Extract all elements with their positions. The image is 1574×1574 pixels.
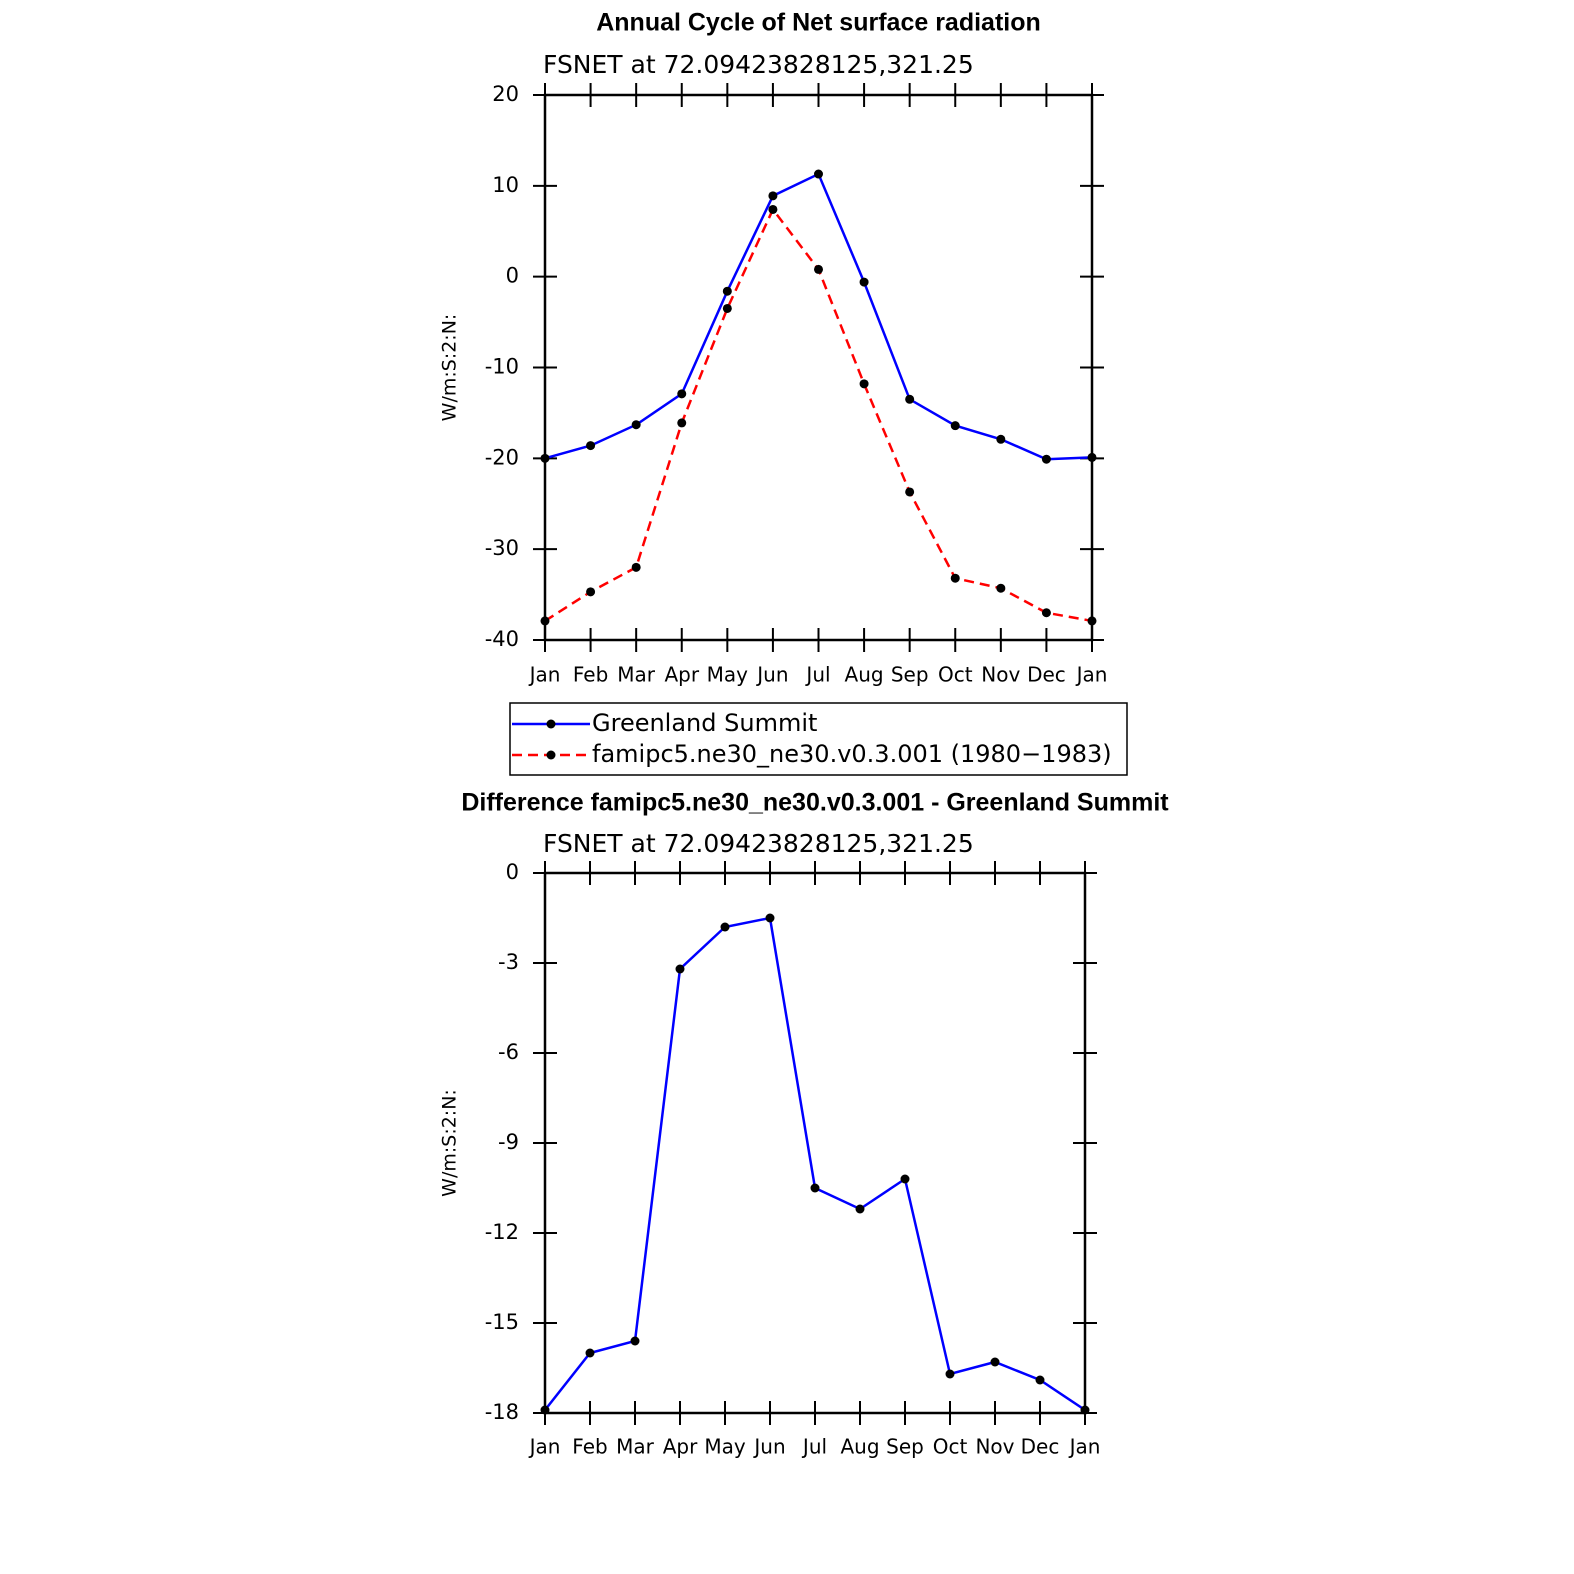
- data-point: [900, 1174, 910, 1184]
- x-tick-label: Dec: [1021, 1435, 1060, 1459]
- x-tick-label: Oct: [933, 1435, 968, 1459]
- x-tick-label: Oct: [938, 663, 973, 687]
- legend-label: famipc5.ne30_ne30.v0.3.001 (1980−1983): [592, 740, 1112, 768]
- series-line: [544, 916, 1086, 1412]
- y-tick-label: -18: [485, 1400, 519, 1424]
- y-tick-label: -10: [485, 355, 519, 379]
- y-axis-label: W/m:S:2:N:: [439, 314, 461, 422]
- x-tick-label: Jun: [752, 1435, 785, 1459]
- data-point: [996, 434, 1006, 444]
- data-point: [540, 616, 550, 626]
- y-axis-label: W/m:S:2:N:: [439, 1089, 461, 1197]
- y-tick-label: -40: [485, 627, 519, 651]
- data-point: [814, 264, 823, 274]
- x-tick-label: Aug: [845, 663, 884, 687]
- data-point: [996, 583, 1006, 593]
- x-tick-label: Jul: [804, 663, 830, 687]
- legend-marker: [546, 719, 556, 729]
- data-point: [814, 169, 823, 179]
- chart-subtitle: FSNET at 72.09423828125,321.25: [543, 50, 974, 79]
- data-point: [585, 1348, 595, 1358]
- x-tick-label: Mar: [617, 663, 656, 687]
- data-point: [1041, 454, 1051, 464]
- x-tick-label: Dec: [1027, 663, 1066, 687]
- legend-marker: [546, 750, 556, 760]
- data-point: [1087, 452, 1097, 462]
- chart-title: Annual Cycle of Net surface radiation: [596, 9, 1041, 37]
- plot-frame: [543, 93, 1094, 642]
- x-tick-label: Jun: [755, 663, 788, 687]
- data-point: [1041, 608, 1051, 618]
- x-tick-label: Jan: [1068, 1435, 1101, 1459]
- data-point: [768, 204, 778, 214]
- data-point: [905, 394, 915, 404]
- y-tick-label: 0: [506, 264, 519, 288]
- series-line: [544, 172, 1093, 461]
- chart-subtitle: FSNET at 72.09423828125,321.25: [543, 829, 974, 858]
- x-tick-label: May: [707, 663, 749, 687]
- data-point: [540, 453, 550, 463]
- x-tick-label: Mar: [616, 1435, 655, 1459]
- x-tick-label: Aug: [840, 1435, 879, 1459]
- y-tick-label: 10: [492, 173, 519, 197]
- x-tick-label: Apr: [664, 663, 699, 687]
- data-point: [630, 1336, 640, 1346]
- legend-label: Greenland Summit: [592, 709, 817, 737]
- data-point: [631, 562, 641, 572]
- data-point: [631, 420, 641, 430]
- x-tick-label: Jul: [801, 1435, 827, 1459]
- data-point: [677, 389, 687, 399]
- x-tick-label: Jan: [528, 1435, 561, 1459]
- data-point: [675, 964, 685, 974]
- y-tick-label: -3: [498, 950, 519, 974]
- data-point: [1087, 616, 1097, 626]
- data-point: [990, 1357, 1000, 1367]
- y-tick-label: 20: [492, 82, 519, 106]
- data-point: [950, 421, 960, 431]
- x-tick-label: Nov: [975, 1435, 1014, 1459]
- data-point: [810, 1183, 820, 1193]
- y-tick-label: -20: [485, 445, 519, 469]
- data-point: [855, 1204, 865, 1214]
- data-point: [722, 286, 732, 296]
- data-point: [945, 1369, 955, 1379]
- data-point: [905, 487, 915, 497]
- x-tick-label: Feb: [572, 1435, 607, 1459]
- x-tick-label: Sep: [886, 1435, 924, 1459]
- data-point: [859, 277, 869, 287]
- data-point: [722, 303, 732, 313]
- data-point: [540, 1405, 550, 1415]
- y-tick-label: -12: [485, 1220, 519, 1244]
- y-tick-label: -9: [498, 1130, 519, 1154]
- data-point: [1035, 1375, 1045, 1385]
- data-point: [950, 573, 960, 583]
- x-tick-label: Jan: [528, 663, 561, 687]
- y-tick-label: -6: [498, 1040, 519, 1064]
- data-point: [586, 587, 596, 597]
- y-tick-label: -30: [485, 536, 519, 560]
- x-tick-label: Jan: [1075, 663, 1108, 687]
- data-point: [765, 913, 775, 923]
- y-tick-label: -15: [485, 1310, 519, 1334]
- data-point: [1080, 1405, 1090, 1415]
- data-point: [859, 379, 869, 389]
- data-point: [768, 191, 778, 201]
- x-tick-label: Apr: [663, 1435, 698, 1459]
- x-tick-label: May: [704, 1435, 746, 1459]
- data-point: [720, 922, 730, 932]
- y-tick-label: 0: [506, 860, 519, 884]
- legend-box: [509, 702, 1128, 776]
- data-point: [677, 418, 687, 428]
- plot-frame: [543, 871, 1087, 1415]
- chart-title: Difference famipc5.ne30_ne30.v0.3.001 - …: [461, 789, 1169, 817]
- x-tick-label: Nov: [981, 663, 1020, 687]
- x-tick-label: Sep: [891, 663, 929, 687]
- x-tick-label: Feb: [573, 663, 608, 687]
- data-point: [586, 441, 596, 451]
